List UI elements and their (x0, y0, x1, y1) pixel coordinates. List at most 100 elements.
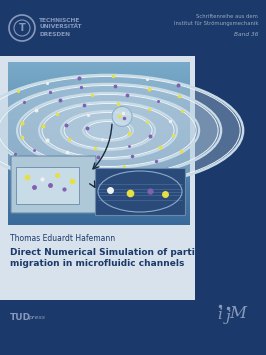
Bar (8, 155, 190, 156)
Bar (8, 176, 190, 177)
Bar (8, 86, 190, 87)
Bar (8, 197, 190, 198)
Bar (8, 119, 190, 120)
Bar (8, 91, 190, 92)
Bar (8, 89, 190, 90)
Ellipse shape (85, 121, 132, 140)
Bar (8, 222, 190, 223)
Bar (8, 183, 190, 184)
Bar (8, 186, 190, 187)
Bar (8, 81, 190, 82)
Bar (8, 193, 190, 194)
Bar (8, 144, 190, 145)
Text: Institut für Strömungsmechanik: Institut für Strömungsmechanik (173, 22, 258, 27)
Bar (8, 128, 190, 129)
Bar (8, 178, 190, 179)
Bar (8, 200, 190, 201)
Bar (8, 140, 190, 141)
Text: T: T (19, 23, 25, 33)
Bar (8, 67, 190, 68)
Bar (8, 88, 190, 89)
Circle shape (112, 106, 132, 126)
Text: Direct Numerical Simulation of particle: Direct Numerical Simulation of particle (10, 248, 210, 257)
Bar (8, 65, 190, 66)
Text: TUD: TUD (10, 313, 31, 322)
Bar (8, 104, 190, 105)
Bar (8, 219, 190, 220)
Bar (8, 218, 190, 219)
Bar (8, 179, 190, 180)
Bar (8, 177, 190, 178)
Bar (8, 95, 190, 96)
Bar (8, 79, 190, 80)
Bar (8, 62, 190, 143)
Bar (8, 224, 190, 225)
Bar (8, 73, 190, 74)
Bar (8, 116, 190, 117)
Bar (8, 185, 190, 186)
Bar (8, 70, 190, 71)
Bar (8, 101, 190, 102)
Bar (8, 138, 190, 139)
Bar (8, 151, 190, 152)
Bar (8, 220, 190, 221)
Bar (8, 201, 190, 202)
Bar (8, 165, 190, 166)
Text: Thomas Eduardt Hafemann: Thomas Eduardt Hafemann (10, 234, 115, 243)
Bar (8, 188, 190, 189)
Bar (8, 161, 190, 162)
Bar (0, 56, 195, 300)
Bar (8, 108, 190, 109)
Bar (8, 170, 190, 171)
Bar (8, 166, 190, 167)
Bar (8, 160, 190, 161)
Bar (8, 125, 190, 126)
Bar (8, 123, 190, 124)
Bar (8, 75, 190, 76)
Bar (8, 158, 190, 159)
Bar (8, 187, 190, 188)
Bar (8, 127, 190, 128)
Bar (8, 194, 190, 195)
Bar (8, 143, 190, 225)
Bar (8, 68, 190, 69)
Text: j: j (226, 310, 230, 324)
Ellipse shape (19, 94, 198, 167)
Bar (8, 162, 190, 163)
Bar (8, 212, 190, 213)
Bar (8, 208, 190, 209)
Bar (8, 64, 190, 65)
Ellipse shape (0, 85, 220, 176)
Bar (8, 66, 190, 67)
Bar (8, 96, 190, 97)
Bar (8, 139, 190, 140)
Bar (8, 195, 190, 196)
Bar (8, 107, 190, 108)
Text: i: i (218, 308, 222, 322)
Bar (8, 202, 190, 203)
Bar (8, 181, 190, 182)
Bar (8, 63, 190, 64)
Bar (8, 80, 190, 81)
Bar (8, 154, 190, 155)
Ellipse shape (41, 103, 176, 158)
Bar (8, 163, 190, 164)
Text: Schriftenreihe aus dem: Schriftenreihe aus dem (196, 13, 258, 18)
Bar (8, 157, 190, 158)
Bar (8, 142, 190, 143)
Ellipse shape (0, 76, 242, 185)
Bar (8, 204, 190, 205)
Bar (8, 153, 190, 154)
Bar (8, 115, 190, 116)
Bar (8, 135, 190, 136)
Bar (8, 205, 190, 206)
Ellipse shape (63, 112, 153, 149)
Bar (8, 189, 190, 190)
Bar (8, 211, 190, 212)
Bar (8, 137, 190, 138)
Bar (8, 190, 190, 191)
Bar (8, 62, 190, 63)
Bar (8, 74, 190, 75)
Bar (8, 126, 190, 127)
Text: TECHNISCHE: TECHNISCHE (39, 17, 80, 22)
